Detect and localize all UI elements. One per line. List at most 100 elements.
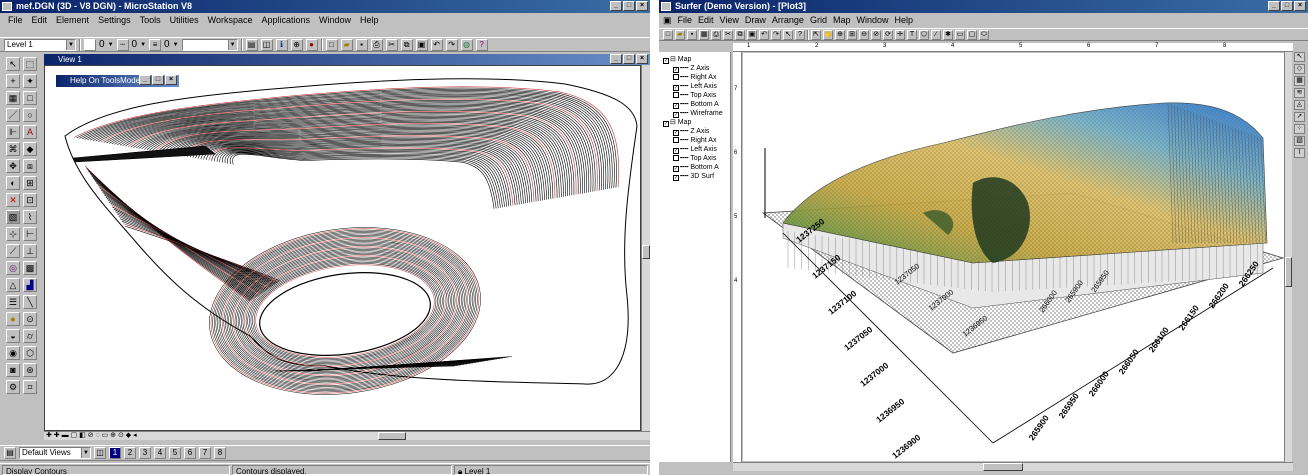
chevron-down-icon[interactable]: ▼ <box>172 41 179 48</box>
terrain-icon[interactable]: ▧ <box>6 210 20 224</box>
contour-icon[interactable]: ⌇ <box>23 210 37 224</box>
horizontal-scrollbar[interactable] <box>733 462 1293 471</box>
select-tool-icon[interactable]: ↖ <box>1294 52 1305 62</box>
cut-icon[interactable]: ✂ <box>385 38 398 51</box>
view-button-4[interactable]: 4 <box>154 447 166 459</box>
help-icon[interactable]: ? <box>795 29 805 40</box>
scroll-thumb[interactable] <box>983 463 1023 471</box>
point-icon[interactable]: + <box>6 74 20 88</box>
lock-icon[interactable]: 🔒︎ <box>458 467 463 475</box>
tree-node[interactable]: ✓ ╍╍ Wireframe <box>673 109 723 118</box>
view-button-1[interactable]: 1 <box>109 447 121 459</box>
redo-icon[interactable]: ↷ <box>771 29 781 40</box>
cylinder-icon[interactable]: ⌭ <box>23 329 37 343</box>
line-icon[interactable]: ／ <box>6 108 20 122</box>
plot-canvas[interactable]: 1237250 1237150 1237100 1237050 1237000 12369… <box>743 53 1292 461</box>
modify-icon[interactable]: ◐ <box>6 176 20 190</box>
visibility-checkbox[interactable]: ✓ <box>673 130 679 136</box>
vertical-scrollbar[interactable] <box>641 65 650 431</box>
copy-icon[interactable]: ⧉ <box>735 29 745 40</box>
level-combo[interactable]: Level 1 ▼ <box>4 38 76 51</box>
target-icon[interactable]: ⊛ <box>23 363 37 377</box>
menu-tools[interactable]: Tools <box>139 15 161 25</box>
doc-icon[interactable]: ▣ <box>663 15 672 25</box>
measure-icon[interactable]: ⌘ <box>6 142 20 156</box>
redo-icon[interactable]: ↷ <box>445 38 458 51</box>
post-map-icon[interactable]: ⁘ <box>1294 124 1305 134</box>
pointer-icon[interactable]: ⇱ <box>811 29 821 40</box>
tree-node[interactable]: ✓ ╍╍ Bottom A <box>673 100 719 109</box>
view-button-7[interactable]: 7 <box>199 447 211 459</box>
variogram-icon[interactable]: ⌇ <box>1294 148 1305 158</box>
menu-view[interactable]: View <box>719 15 739 25</box>
minimize-button[interactable]: _ <box>1268 1 1280 11</box>
text-icon[interactable]: A <box>23 125 37 139</box>
print-icon[interactable]: ⎙ <box>370 38 383 51</box>
scroll-thumb[interactable] <box>1285 257 1292 287</box>
tree-node[interactable]: ╍╍ Top Axis <box>673 91 716 100</box>
maximize-button[interactable]: □ <box>623 1 635 11</box>
tree-node[interactable]: ✓ ╍╍ 3D Surf <box>673 172 714 181</box>
close-button[interactable]: × <box>636 1 648 11</box>
hand-icon[interactable]: ✋ <box>823 29 833 40</box>
circle-icon[interactable]: ○ <box>23 108 37 122</box>
elevation-icon[interactable]: ⊥ <box>23 244 37 258</box>
line-preview-combo[interactable]: ▼ <box>181 38 238 51</box>
render-icon[interactable]: ● <box>305 38 318 51</box>
menu-window[interactable]: Window <box>319 15 352 25</box>
fence-icon[interactable]: ⬚ <box>23 57 37 71</box>
copy-element-icon[interactable]: ⧈ <box>23 159 37 173</box>
zoom-in-icon[interactable]: ⊕ <box>835 29 845 40</box>
reshape-icon[interactable]: ◇ <box>1294 64 1305 74</box>
zoom-out-icon[interactable]: ⊖ <box>859 29 869 40</box>
scroll-thumb[interactable] <box>642 245 650 259</box>
raster-icon[interactable]: ◫ <box>260 38 273 51</box>
pin-icon[interactable]: ⊙ <box>23 312 37 326</box>
tree-node[interactable]: ╍╍ Right Ax <box>673 73 716 82</box>
visibility-checkbox[interactable] <box>673 155 679 161</box>
polyline-icon[interactable]: ∕ <box>931 29 941 40</box>
menu-edit[interactable]: Edit <box>698 15 714 25</box>
view-icon[interactable]: ⌗ <box>23 380 37 394</box>
undo-icon[interactable]: ↶ <box>759 29 769 40</box>
group-icon[interactable]: ⊡ <box>23 193 37 207</box>
view-button-2[interactable]: 2 <box>124 447 136 459</box>
sphere-icon[interactable]: ◉ <box>6 346 20 360</box>
rotate-icon[interactable]: ⟳ <box>883 29 893 40</box>
tree-node[interactable]: ╍╍ Top Axis <box>673 154 716 163</box>
triangulate-icon[interactable]: △ <box>6 278 20 292</box>
tree-node[interactable]: ✓ ╍╍ Z Axis <box>673 64 709 73</box>
save-icon[interactable]: ▪ <box>687 29 697 40</box>
scroll-thumb[interactable] <box>378 432 406 440</box>
close-button[interactable]: × <box>1294 1 1306 11</box>
undo-icon[interactable]: ↶ <box>430 38 443 51</box>
axis-icon[interactable]: ⊹ <box>6 227 20 241</box>
wireframe-icon[interactable]: ▧ <box>1294 136 1305 146</box>
tree-node[interactable]: ✓ ╍╍ Bottom A <box>673 163 719 172</box>
grid-data-icon[interactable]: ▦ <box>1294 76 1305 86</box>
new-file-icon[interactable]: □ <box>663 29 673 40</box>
view-minimize-button[interactable]: _ <box>610 54 622 64</box>
paste-icon[interactable]: ▣ <box>747 29 757 40</box>
move-icon[interactable]: ✥ <box>6 159 20 173</box>
open-folder-icon[interactable]: ▰ <box>675 29 685 40</box>
view-button-6[interactable]: 6 <box>184 447 196 459</box>
snap-icon[interactable]: ⊕ <box>290 38 303 51</box>
grid-icon[interactable]: ⊞ <box>23 176 37 190</box>
print-icon[interactable]: ⎙ <box>711 29 721 40</box>
tree-node[interactable]: ✓ ╍╍ Left Axis <box>673 82 717 91</box>
visibility-checkbox[interactable]: ✓ <box>663 58 669 64</box>
menu-file[interactable]: File <box>677 15 693 25</box>
visibility-checkbox[interactable]: ✓ <box>663 121 669 127</box>
profile-icon[interactable]: ⊢ <box>23 227 37 241</box>
help-close-button[interactable]: × <box>165 75 177 85</box>
menu-draw[interactable]: Draw <box>744 15 766 25</box>
rectangle-icon[interactable]: ▭ <box>955 29 965 40</box>
zoom-rect-icon[interactable]: ⊞ <box>847 29 857 40</box>
new-file-icon[interactable]: □ <box>325 38 338 51</box>
horizontal-scrollbar[interactable]: ✚ ✚ ▬ ▢ ◧ ⊘ ◌ ▭ ⊕ ⊙ ◆ ◂ <box>44 431 650 440</box>
model-icon[interactable]: ▟ <box>23 278 37 292</box>
menu-help[interactable]: Help <box>894 15 914 25</box>
open-folder-icon[interactable]: ▰ <box>340 38 353 51</box>
views-combo[interactable]: Default Views ▼ <box>19 447 91 459</box>
